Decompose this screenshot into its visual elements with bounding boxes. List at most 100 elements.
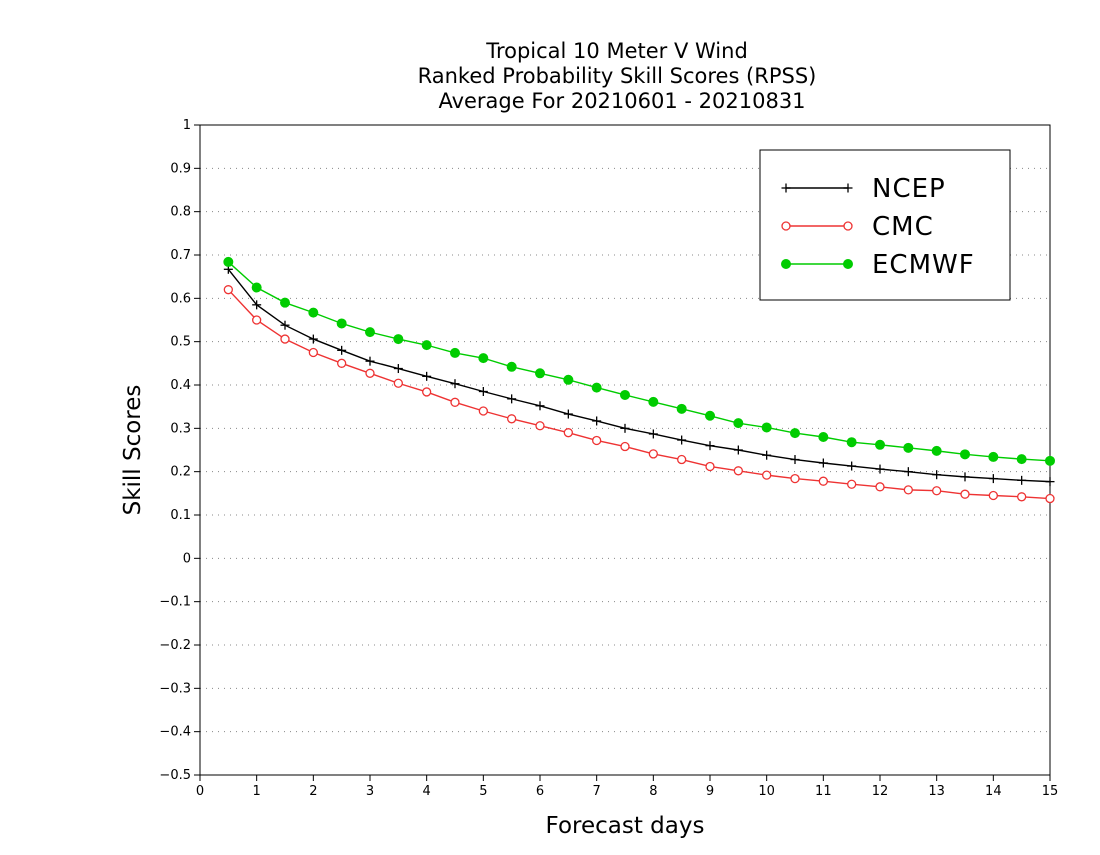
data-point-ecmwf [251, 282, 262, 293]
data-point-ncep [280, 320, 290, 330]
data-point-ncep [790, 455, 800, 465]
y-tick-label: −0.3 [159, 681, 191, 696]
y-axis-ticks: −0.5 −0.4 −0.3 −0.2 −0.1 0 0.1 0.2 0.3 0.4 0.5 0.6 0… [159, 118, 200, 783]
data-point-cmc [677, 454, 687, 465]
data-point-cmc [620, 441, 630, 452]
plot-area-frame [199, 124, 1051, 776]
data-point-ecmwf [535, 368, 545, 379]
series-ncep [223, 264, 1055, 487]
data-point-cmc [1045, 493, 1055, 504]
data-point-cmc [563, 428, 573, 438]
data-point-ecmwf [1016, 454, 1027, 465]
data-point-ncep [393, 364, 403, 374]
x-tick-label: 12 [872, 784, 889, 799]
data-point-cmc [1017, 492, 1027, 502]
legend-entry-ncep: NCEP [781, 174, 946, 204]
chart-title-line-3: Average For 20210601 - 20210831 [438, 89, 805, 113]
data-point-ecmwf [903, 442, 914, 453]
data-point-ncep [620, 423, 630, 433]
series-ecmwf [223, 256, 1055, 466]
x-tick-label: 8 [649, 784, 657, 799]
data-point-ncep [422, 371, 432, 381]
data-point-cmc [365, 368, 375, 378]
x-tick-label: 0 [196, 784, 204, 799]
data-point-ecmwf [365, 327, 375, 338]
y-tick-label: 0.6 [170, 291, 191, 306]
data-point-ecmwf [620, 389, 630, 400]
legend-marker-ecmwf [843, 259, 853, 269]
data-point-ecmwf [790, 428, 800, 439]
data-point-cmc [478, 406, 488, 416]
data-point-ncep [252, 300, 262, 310]
data-point-ncep [1017, 475, 1027, 485]
legend-marker-cmc [843, 221, 853, 231]
data-point-ecmwf [676, 403, 687, 414]
data-point-ecmwf [733, 418, 744, 429]
series-cmc [223, 285, 1055, 504]
y-tick-label: 0 [183, 551, 191, 566]
data-point-cmc [903, 485, 913, 495]
data-point-cmc [393, 378, 403, 388]
legend-label-ncep: NCEP [872, 174, 946, 204]
x-tick-label: 2 [309, 784, 317, 799]
y-tick-label: 0.8 [170, 205, 191, 220]
legend-marker-ecmwf [781, 259, 791, 269]
data-point-cmc [762, 470, 772, 480]
data-point-cmc [308, 347, 318, 358]
data-point-cmc [252, 315, 262, 325]
y-tick-label: 1 [183, 118, 191, 133]
x-tick-label: 9 [706, 784, 714, 799]
x-tick-label: 11 [815, 784, 832, 799]
data-point-ecmwf [223, 256, 234, 267]
y-axis-label: Skill Scores [120, 385, 146, 516]
data-point-ecmwf [1045, 455, 1055, 466]
x-axis-label: Forecast days [546, 813, 705, 839]
y-tick-label: −0.4 [159, 725, 191, 740]
legend-entry-ecmwf: ECMWF [781, 250, 975, 280]
data-point-ncep [592, 416, 602, 426]
data-point-ncep [648, 429, 658, 439]
data-point-ecmwf [931, 445, 942, 456]
data-point-ecmwf [506, 361, 517, 372]
data-point-cmc [280, 334, 290, 344]
data-point-cmc [535, 421, 545, 431]
x-tick-label: 10 [758, 784, 775, 799]
y-tick-label: 0.1 [170, 508, 191, 523]
x-tick-label: 13 [928, 784, 945, 799]
data-point-ncep [677, 435, 687, 445]
data-point-cmc [847, 479, 857, 489]
data-point-cmc [450, 397, 460, 407]
legend: NCEP CMC ECMWF [759, 149, 1011, 301]
data-point-ncep [450, 379, 460, 389]
data-point-ncep [875, 464, 885, 474]
data-point-ncep [932, 470, 942, 480]
data-point-cmc [507, 414, 517, 424]
y-tick-label: 0.3 [170, 421, 191, 436]
data-point-ecmwf [421, 340, 432, 351]
data-point-ncep [988, 474, 998, 484]
data-point-ncep [818, 458, 828, 468]
legend-label-ecmwf: ECMWF [872, 250, 975, 280]
legend-box [759, 149, 1011, 301]
chart-title-line-1: Tropical 10 Meter V Wind [485, 39, 748, 63]
x-tick-label: 4 [423, 784, 431, 799]
data-point-ecmwf [818, 432, 829, 442]
legend-entry-cmc: CMC [781, 212, 934, 242]
series-line-ncep [227, 268, 1051, 483]
data-point-ncep [535, 401, 545, 411]
legend-label-cmc: CMC [872, 212, 934, 242]
y-tick-label: 0.9 [170, 161, 191, 176]
data-point-cmc [648, 449, 658, 459]
data-point-ncep [1045, 477, 1055, 487]
x-tick-label: 15 [1042, 784, 1059, 799]
series-line-cmc [227, 289, 1051, 500]
y-tick-label: 0.4 [170, 378, 191, 393]
chart-title: Tropical 10 Meter V Wind Ranked Probabil… [418, 39, 817, 113]
data-point-cmc [223, 285, 233, 295]
data-point-cmc [733, 466, 743, 476]
y-tick-label: −0.5 [159, 768, 191, 783]
data-series [223, 256, 1055, 504]
data-point-ncep [733, 445, 743, 455]
data-point-ecmwf [336, 318, 347, 329]
